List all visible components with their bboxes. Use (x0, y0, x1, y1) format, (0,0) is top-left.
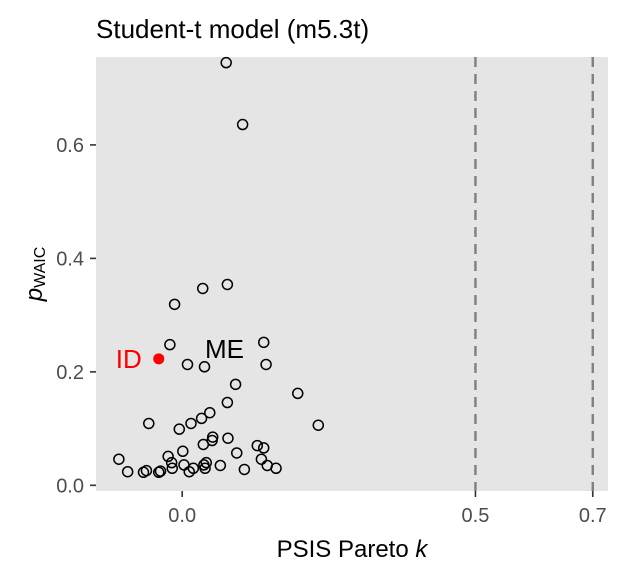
data-point (181, 358, 194, 371)
data-point (198, 361, 211, 373)
data-point (113, 453, 125, 465)
data-point (251, 439, 264, 452)
data-point (214, 459, 227, 472)
data-point (257, 442, 270, 454)
data-point (221, 396, 234, 409)
data-point (222, 432, 234, 444)
data-point (185, 417, 197, 430)
y-tick-label: 0.4 (56, 248, 84, 270)
x-axis: 0.0 0.5 0.7 (168, 491, 607, 527)
data-point (183, 465, 196, 478)
y-axis-title: pWAIC (21, 247, 49, 303)
annotations: ME (205, 334, 244, 364)
data-point (229, 378, 242, 391)
data-point (238, 463, 251, 476)
data-point (173, 423, 186, 435)
data-point (154, 465, 167, 477)
data-point (196, 282, 209, 295)
data-point (260, 358, 272, 371)
data-point (197, 438, 210, 451)
data-point (168, 298, 181, 311)
reference-lines (474, 57, 594, 491)
y-axis: 0.0 0.2 0.4 0.6 (56, 135, 96, 497)
x-axis-title: PSIS Pareto k (277, 536, 430, 563)
data-point (200, 456, 213, 469)
chart-title: Student-t model (m5.3t) (96, 14, 369, 44)
plot-panel (96, 57, 608, 491)
data-point (220, 56, 232, 69)
data-point (177, 445, 189, 458)
data-point (143, 417, 155, 430)
data-point (195, 412, 208, 425)
highlighted-point-label: ID (116, 344, 142, 374)
data-point (270, 462, 282, 475)
data-point (257, 336, 270, 349)
data-point (162, 450, 174, 463)
x-tick-label: 0.0 (168, 505, 196, 527)
data-point (221, 278, 234, 291)
data-point (164, 338, 176, 351)
highlighted-point (153, 353, 165, 365)
y-tick-label: 0.0 (56, 475, 84, 497)
data-point (121, 465, 134, 478)
data-point (204, 406, 216, 419)
y-tick-label: 0.2 (56, 362, 84, 384)
data-point (312, 419, 325, 431)
data-point (292, 387, 304, 400)
data-point (255, 453, 268, 465)
data-points (113, 56, 325, 479)
x-tick-label: 0.5 (462, 505, 490, 527)
data-point (153, 466, 165, 479)
data-point (231, 447, 243, 459)
x-tick-label: 0.7 (579, 505, 607, 527)
data-point (137, 466, 150, 479)
highlighted-points: ID (116, 344, 165, 374)
data-point (199, 462, 211, 475)
y-tick-label: 0.6 (56, 135, 84, 157)
data-point (236, 118, 249, 131)
data-point (166, 462, 178, 475)
data-point (165, 456, 178, 469)
annotation-label: ME (205, 334, 244, 364)
